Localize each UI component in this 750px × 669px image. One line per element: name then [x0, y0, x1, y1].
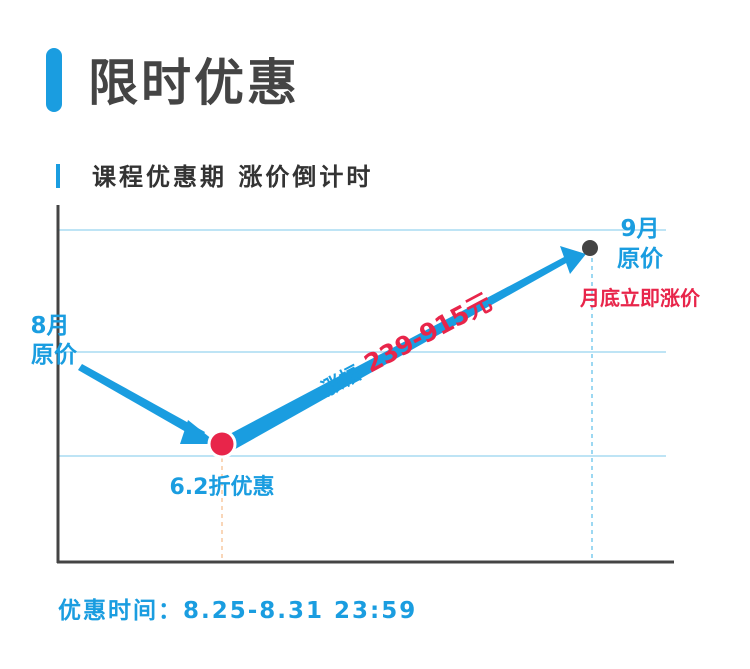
- start-month: 8月: [30, 313, 69, 339]
- subtitle: 课程优惠期 涨价倒计时: [92, 163, 373, 191]
- subtitle-bar: [56, 164, 60, 188]
- title-bar: [46, 48, 62, 112]
- start-label: 原价: [31, 342, 78, 368]
- end-point: [582, 240, 598, 256]
- rise-label: 涨幅 239-915元: [316, 287, 497, 401]
- footer: 优惠时间：8.25-8.31 23:59: [58, 598, 417, 624]
- chart-frame: [56, 205, 674, 564]
- end-month: 9月: [620, 216, 659, 242]
- arrow-head: [560, 246, 586, 274]
- end-note: 月底立即涨价: [579, 286, 701, 310]
- arrow-head: [180, 420, 218, 444]
- low-label: 6.2折优惠: [170, 474, 275, 500]
- rise-text: 涨幅: [317, 361, 364, 401]
- price-arrows: [78, 240, 598, 459]
- arrow-down: [78, 364, 205, 440]
- end-label: 原价: [617, 246, 664, 272]
- arrow-up: [226, 256, 568, 452]
- title: 限时优惠: [88, 54, 300, 112]
- low-point: [207, 429, 237, 459]
- rise-amount: 239-915元: [359, 287, 496, 378]
